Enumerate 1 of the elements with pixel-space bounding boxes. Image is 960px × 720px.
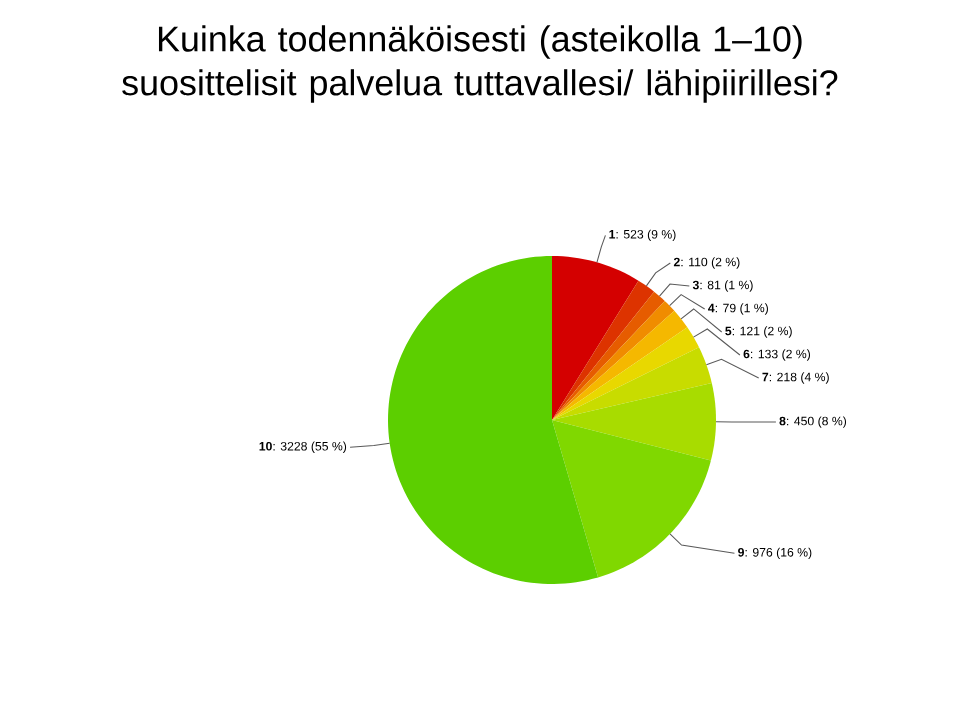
chart-title: Kuinka todennäköisesti (asteikolla 1–10) suosittelisit palvelua tuttavallesi/ lähipiirillesi?: [122, 25, 838, 103]
